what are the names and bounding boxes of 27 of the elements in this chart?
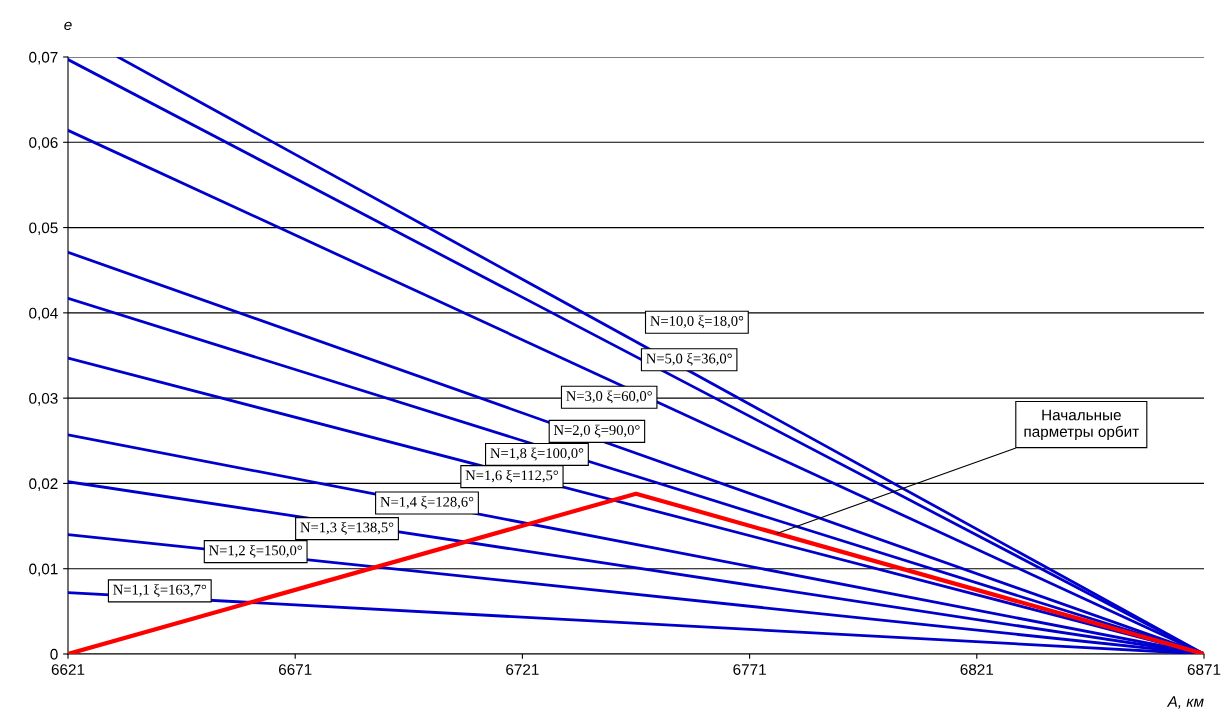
- series-label: N=1,1 ξ=163,7°: [113, 584, 207, 597]
- x-tick-label: 6671: [278, 664, 312, 675]
- x-tick-label: 6621: [51, 664, 85, 675]
- y-tick-label: 0,03: [29, 393, 58, 406]
- series-label: N=1,6 ξ=112,5°: [465, 469, 558, 483]
- series-label: N=1,3 ξ=138,5°: [300, 521, 394, 535]
- series-label: N=10,0 ξ=18,0°: [650, 315, 744, 329]
- text: Начальные парметры орбит: [1024, 409, 1139, 441]
- x-tick-label: 6821: [960, 664, 994, 675]
- y-tick-label: 0,04: [29, 307, 58, 321]
- y-tick-label: 0,06: [29, 137, 58, 150]
- series-label: N=1,2 ξ=150,0°: [209, 544, 302, 558]
- y-tick-label: 0,02: [29, 478, 58, 491]
- y-tick-label: 0,05: [29, 222, 58, 236]
- series-label: N=5,0 ξ=36,0°: [646, 353, 732, 366]
- series-label: N=3,0 ξ=60,0°: [566, 390, 652, 404]
- y-tick-label: 0,07: [29, 51, 58, 65]
- series-label: N=1,4 ξ=128,6°: [380, 496, 474, 510]
- x-tick-label: 6871: [1187, 664, 1221, 675]
- y-axis-title: e: [64, 21, 72, 31]
- y-tick-label: 0: [50, 648, 58, 660]
- y-tick-label: 0,01: [29, 563, 58, 577]
- x-tick-label: 6771: [733, 664, 766, 675]
- x-axis-title: A, км: [1166, 696, 1204, 709]
- x-tick-label: 6721: [506, 664, 539, 675]
- series-label: N=2,0 ξ=90,0°: [553, 424, 640, 438]
- series-label: N=1,8 ξ=100,0°: [490, 447, 584, 461]
